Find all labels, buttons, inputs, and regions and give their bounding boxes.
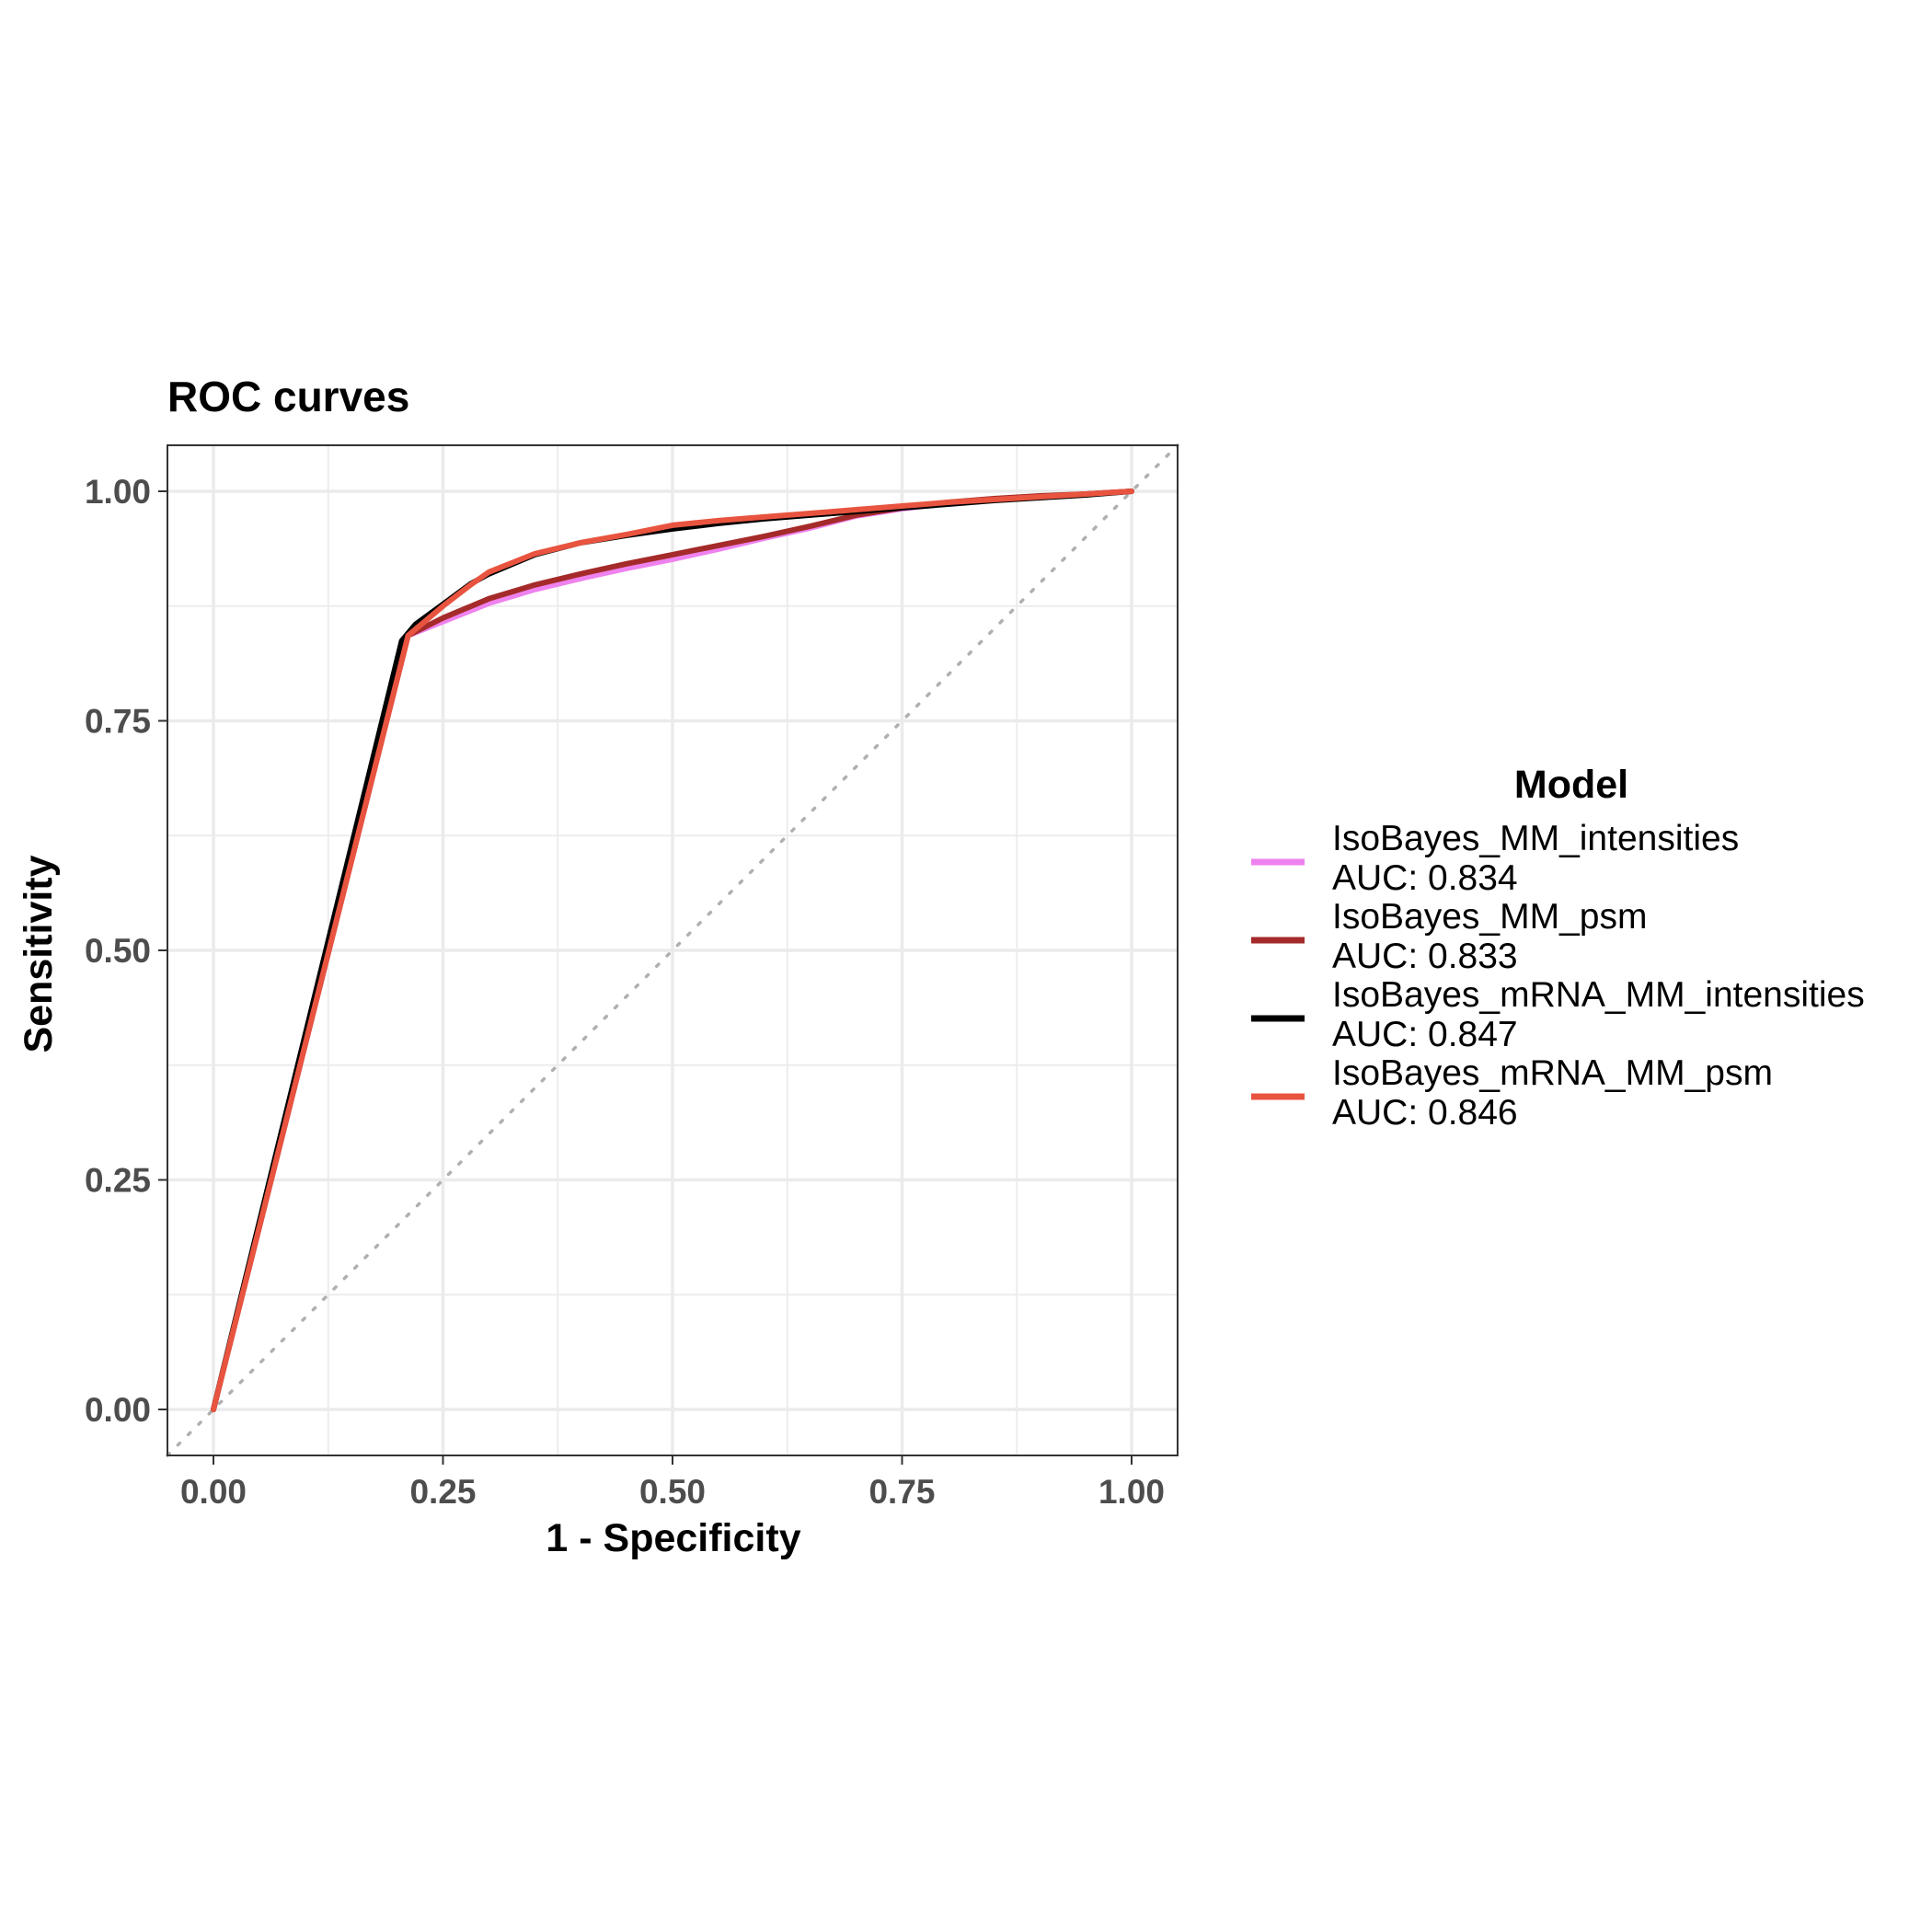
axis-ticks: 0.00 0.25 0.50 0.75 1.00 0.00 0.25 0.50 0.75 1.00 [85,473,1165,1511]
legend-title: Model [1514,763,1628,807]
x-tick-label: 0.25 [409,1473,476,1511]
y-tick-label: 1.00 [85,473,151,511]
legend-label-name: IsoBayes_MM_intensities [1332,819,1739,858]
legend-label-name: IsoBayes_mRNA_MM_psm [1332,1053,1773,1093]
y-tick-label: 0.50 [85,932,151,970]
legend-label-auc: AUC: 0.847 [1332,1015,1518,1054]
legend-label-auc: AUC: 0.834 [1332,858,1518,898]
x-tick-label: 0.50 [639,1473,706,1511]
roc-line-IsoBayes_mRNA_MM_psm [211,489,1134,1412]
y-tick-label: 0.25 [85,1162,151,1200]
x-tick-label: 1.00 [1098,1473,1165,1511]
legend-label-name: IsoBayes_MM_psm [1332,897,1647,937]
series-lines [211,489,1134,1412]
legend-label-auc: AUC: 0.833 [1332,937,1518,976]
reference-diagonal [166,443,1179,1457]
y-tick-label: 0.00 [85,1391,151,1429]
chart-title: ROC curves [167,373,409,420]
x-axis-title: 1 - Specificity [546,1516,800,1560]
x-tick-label: 0.00 [180,1473,247,1511]
x-tick-label: 0.75 [868,1473,935,1511]
legend-label-name: IsoBayes_mRNA_MM_intensities [1332,975,1865,1015]
y-axis-title: Sensitivity [17,855,61,1052]
y-tick-label: 0.75 [85,703,151,741]
legend-label-auc: AUC: 0.846 [1332,1093,1518,1133]
grid [167,445,1178,1455]
